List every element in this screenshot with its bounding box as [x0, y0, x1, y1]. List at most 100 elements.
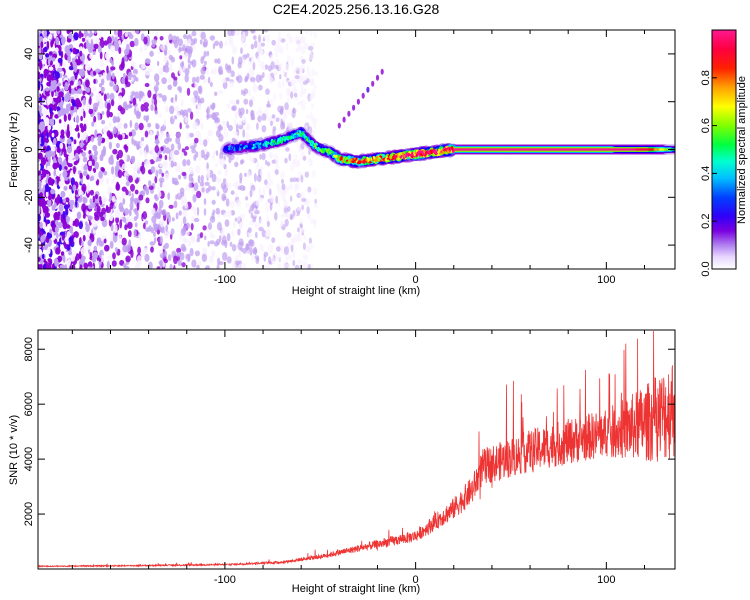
spectrogram-noise-cell: [250, 109, 255, 117]
spectrogram-noise-cell: [267, 65, 272, 72]
spectrogram-noise-cell: [181, 99, 184, 108]
spectrogram-noise-cell: [208, 222, 212, 231]
snr-ticks: -100 0 100 2000 4000 6000 8000: [23, 330, 675, 586]
spectrogram-noise-cell: [70, 253, 76, 262]
spectrogram-noise-cell: [55, 47, 59, 53]
spectrogram-noise-cell: [129, 201, 134, 211]
spectrogram-noise-cell: [270, 120, 273, 127]
spectrogram-noise-cell: [265, 160, 268, 165]
spectrogram-noise-cell: [254, 231, 258, 239]
spectrogram-noise-cell: [314, 198, 318, 204]
spectrogram-ridge-segment: [431, 148, 435, 153]
spectrogram-ridge-segment: [277, 141, 281, 145]
spectrogram-noise-cell: [246, 53, 250, 58]
spectrogram-noise-cell: [177, 38, 183, 47]
spectrogram-noise-cell: [301, 36, 304, 45]
spectrogram-noise-cell: [203, 154, 209, 161]
spectrogram-noise-cell: [144, 130, 149, 138]
spectrogram-noise-cell: [224, 219, 230, 227]
spectrogram-noise-cell: [108, 156, 114, 165]
spectrogram-noise-cell: [203, 198, 207, 205]
spectrogram-noise-cell: [125, 215, 131, 224]
spectrogram-noise-cell: [200, 56, 204, 64]
spectrogram-noise-cell: [308, 52, 313, 60]
spectrogram-noise-cell: [126, 141, 129, 147]
spectrogram-noise-cell: [252, 35, 257, 40]
spectrogram-noise-cell: [191, 59, 197, 68]
spectrogram-noise-cell: [38, 169, 41, 176]
spectrogram-noise-cell: [245, 196, 249, 201]
spectrogram-noise-cell: [272, 129, 276, 136]
spectrogram-noise-cell: [135, 30, 139, 35]
spectrogram-noise-cell: [125, 181, 130, 187]
spectrogram-noise-cell: [279, 107, 284, 116]
spectrogram-noise-cell: [249, 77, 256, 83]
spectrogram-noise-cell: [184, 68, 190, 76]
spectrogram-noise-cell: [61, 36, 66, 45]
spectrogram-noise-cell: [38, 53, 43, 60]
spectrogram-noise-cell: [134, 189, 139, 195]
spectrogram-noise-cell: [168, 54, 173, 61]
spectrogram-noise-cell: [104, 52, 109, 60]
spectrogram-noise-cell: [133, 216, 138, 222]
spectrogram-noise-cell: [274, 64, 278, 70]
spectrogram-noise-cell: [161, 94, 167, 102]
spectrogram-noise-cell: [184, 201, 189, 209]
spectrogram-noise-cell: [173, 76, 178, 81]
spectrogram-noise-cell: [134, 37, 139, 47]
spectrogram-noise-cell: [75, 253, 80, 261]
spectrogram-noise-cell: [203, 50, 207, 58]
spectrogram-ridge-segment: [251, 146, 255, 150]
spectrogram-noise-cell: [300, 228, 306, 233]
spectrogram-noise-cell: [169, 105, 175, 115]
spectrogram-ridge-segment: [349, 158, 353, 162]
spectrogram-noise-cell: [212, 209, 216, 215]
spectrogram-noise-cell: [44, 117, 50, 126]
spectrogram-noise-cell: [96, 205, 101, 214]
spectrogram-noise-cell: [38, 214, 41, 222]
spectrogram-noise-cell: [209, 231, 213, 238]
spectrogram-noise-cell: [220, 158, 226, 167]
spectrogram-noise-cell: [199, 232, 204, 239]
spectrogram-noise-cell: [188, 132, 194, 138]
spectrogram-noise-cell: [50, 39, 54, 48]
spectrogram-noise-cell: [269, 152, 272, 158]
spectrogram-noise-cell: [47, 192, 53, 201]
spectrogram-noise-cell: [292, 251, 296, 258]
spectrogram-branch-cell: [342, 116, 346, 123]
spectrogram-noise-cell: [258, 42, 262, 52]
spectrogram-noise-cell: [167, 137, 173, 142]
spectrogram-noise-cell: [82, 197, 88, 204]
spectrogram-noise-cell: [139, 46, 143, 53]
spectrogram-noise-cell: [188, 166, 194, 175]
spectrogram-noise-cell: [175, 194, 178, 200]
spectrogram-noise-cell: [185, 253, 191, 260]
spectrogram-noise-cell: [217, 257, 221, 266]
spectrogram-noise-cell: [300, 64, 306, 70]
spectrogram-noise-cell: [100, 234, 106, 240]
spectrogram-noise-cell: [46, 132, 49, 140]
spectrogram-noise-cell: [93, 78, 96, 84]
spectrogram-noise-cell: [64, 264, 67, 269]
spectrogram-noise-cell: [58, 51, 62, 56]
spectrogram-noise-cell: [232, 105, 237, 112]
spectrogram-noise-cell: [122, 198, 126, 205]
spectrogram-noise-cell: [214, 58, 219, 64]
spectrogram-noise-cell: [204, 235, 207, 241]
spectrogram-noise-cell: [226, 210, 232, 218]
spectrogram-noise-cell: [147, 90, 152, 98]
spectrogram-noise-cell: [182, 44, 186, 52]
spectrogram-noise-cell: [38, 152, 43, 160]
spectrogram-noise-cell: [103, 171, 108, 176]
spectrogram-noise-cell: [73, 231, 79, 239]
spectrogram-noise-cell: [131, 77, 134, 82]
spectrogram-noise-cell: [64, 93, 69, 103]
spectrogram-noise-cell: [185, 112, 189, 118]
spectrogram-noise-cell: [243, 88, 249, 95]
spectrogram-noise-cell: [79, 237, 82, 246]
spectrogram-noise-cell: [240, 89, 244, 96]
spectrogram-noise-cell: [140, 249, 147, 258]
spectrogram-ridge-segment: [391, 157, 395, 161]
spectrogram-noise-cell: [275, 117, 280, 123]
spectrogram-noise-cell: [62, 210, 66, 220]
